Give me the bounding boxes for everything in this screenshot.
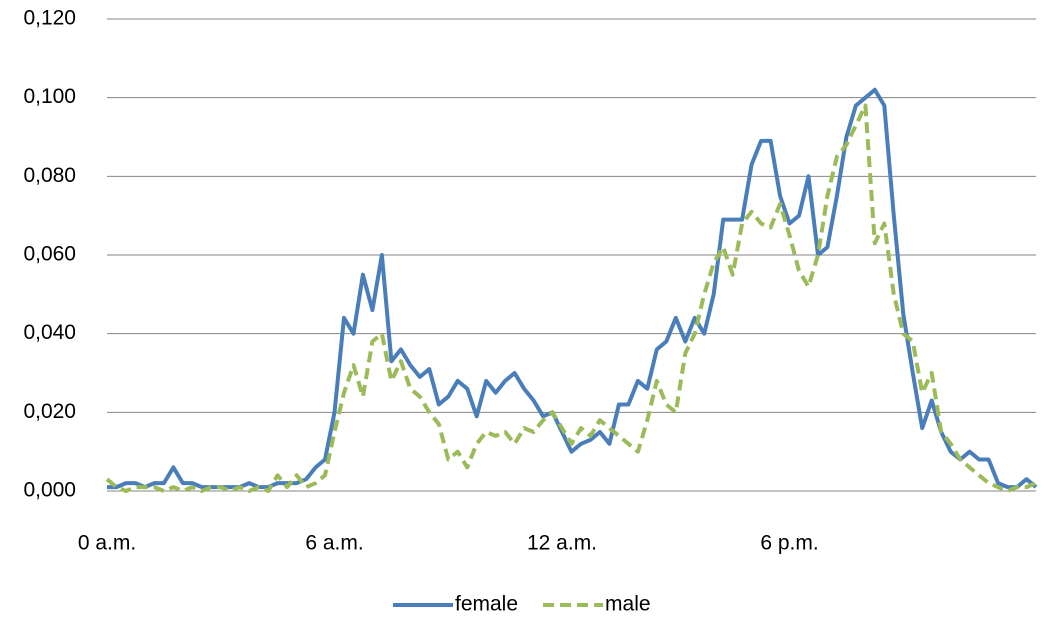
x-tick-label: 6 a.m.	[305, 532, 363, 555]
series-line	[107, 87, 1038, 490]
y-tick-label: 0,080	[23, 164, 76, 187]
y-tick-label: 0,000	[23, 479, 76, 502]
y-tick-label: 0,040	[23, 321, 76, 344]
x-tick-label: 0 a.m.	[78, 532, 136, 555]
y-tick-label: 0,100	[23, 85, 76, 108]
x-tick-label: 12 a.m.	[527, 532, 597, 555]
y-tick-label: 0,020	[23, 400, 76, 423]
legend-label: male	[605, 593, 651, 616]
x-tick-label: 6 p.m.	[760, 532, 818, 555]
legend-label: female	[455, 593, 518, 616]
series-line	[105, 103, 1037, 493]
y-tick-label: 0,060	[23, 243, 76, 266]
y-tick-label: 0,120	[23, 7, 76, 30]
